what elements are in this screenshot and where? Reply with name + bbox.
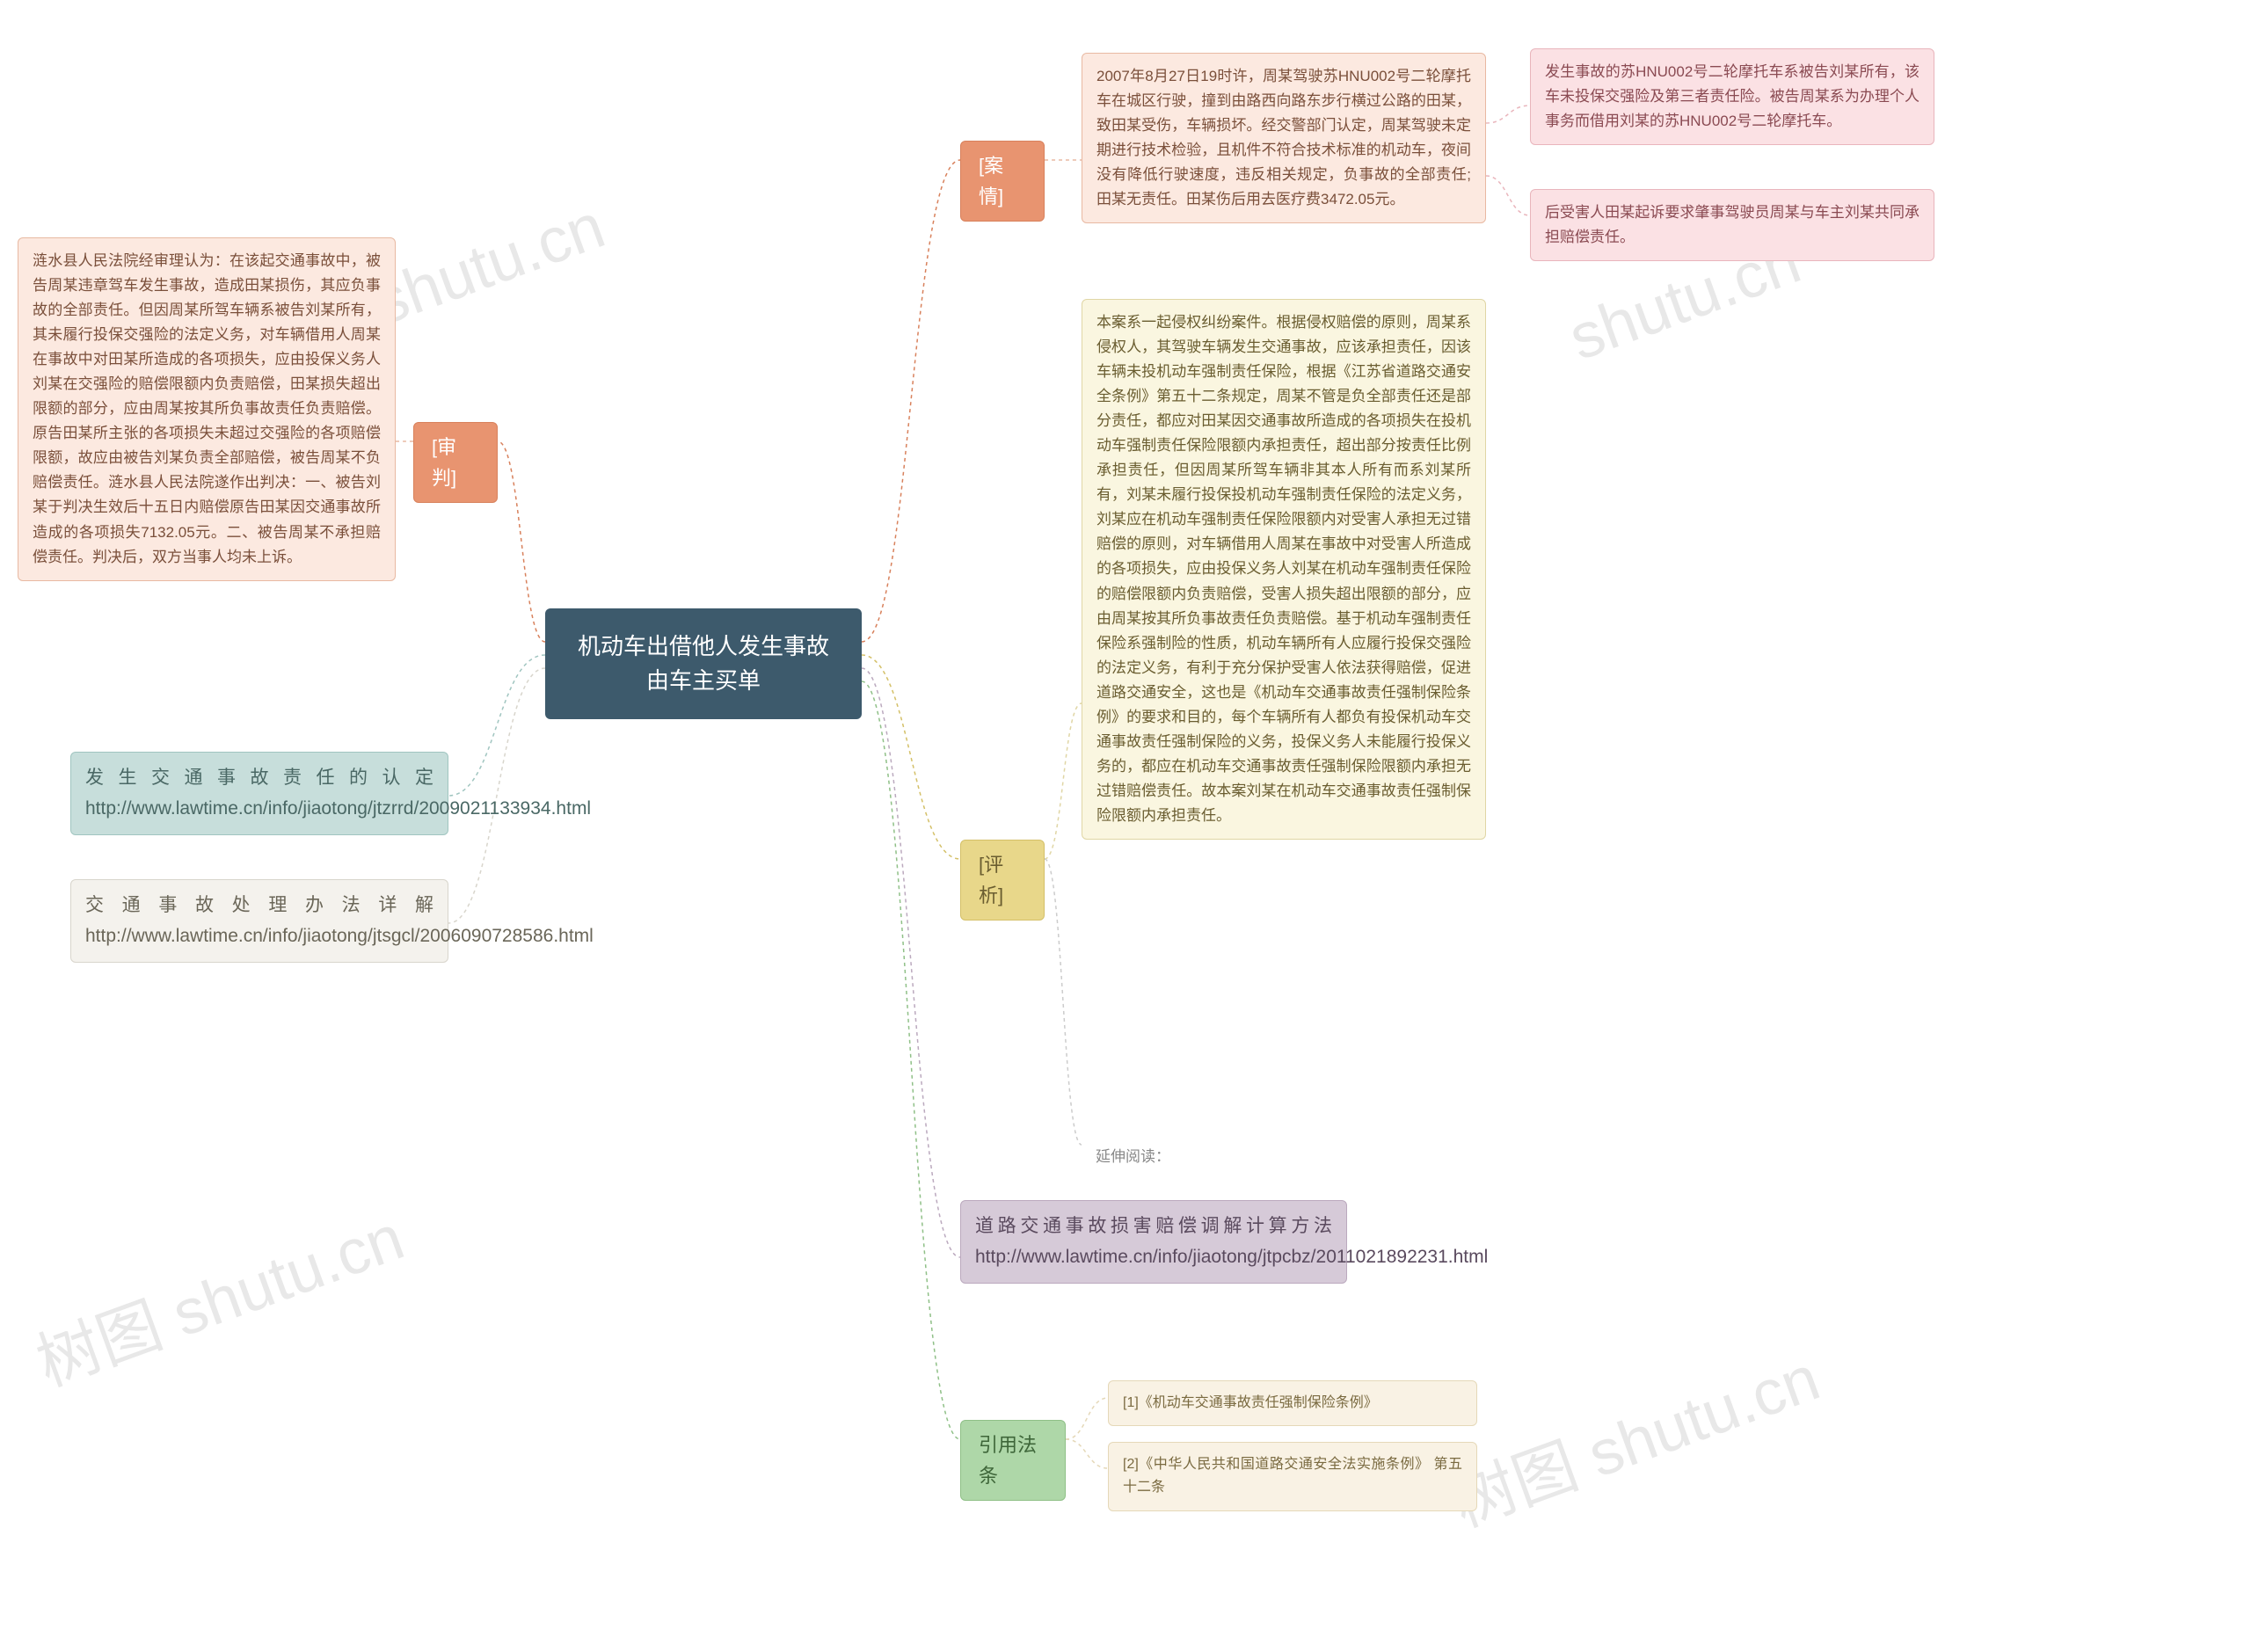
anqing-text: 2007年8月27日19时许，周某驾驶苏HNU002号二轮摩托车在城区行驶，撞到… <box>1082 53 1486 223</box>
law-ref-2: [2]《中华人民共和国道路交通安全法实施条例》 第五十二条 <box>1108 1442 1477 1511</box>
link-jtsgcl[interactable]: 交通事故处理办法详解http://www.lawtime.cn/info/jia… <box>70 879 448 963</box>
root-node[interactable]: 机动车出借他人发生事故 由车主买单 <box>545 608 862 719</box>
anqing-detail-1: 发生事故的苏HNU002号二轮摩托车系被告刘某所有，该车未投保交强险及第三者责任… <box>1530 48 1934 145</box>
watermark: shutu.cn <box>364 190 614 339</box>
law-ref-1: [1]《机动车交通事故责任强制保险条例》 <box>1108 1380 1477 1426</box>
link-jtpcbz[interactable]: 道路交通事故损害赔偿调解计算方法http://www.lawtime.cn/in… <box>960 1200 1347 1284</box>
watermark: 树图 shutu.cn <box>1438 1327 1830 1545</box>
shenpan-text: 涟水县人民法院经审理认为：在该起交通事故中，被告周某违章驾车发生事故，造成田某损… <box>18 237 396 581</box>
yanshen-label: 延伸阅读： <box>1082 1134 1257 1179</box>
pingxi-label[interactable]: [评析] <box>960 840 1045 921</box>
root-title-line1: 机动车出借他人发生事故 <box>570 630 837 664</box>
watermark: 树图 shutu.cn <box>22 1186 414 1404</box>
yinyong-label[interactable]: 引用法条 <box>960 1420 1066 1501</box>
anqing-label[interactable]: [案情] <box>960 141 1045 222</box>
shenpan-label[interactable]: [审判] <box>413 422 498 503</box>
pingxi-text: 本案系一起侵权纠纷案件。根据侵权赔偿的原则，周某系侵权人，其驾驶车辆发生交通事故… <box>1082 299 1486 840</box>
anqing-detail-2: 后受害人田某起诉要求肇事驾驶员周某与车主刘某共同承担赔偿责任。 <box>1530 189 1934 261</box>
root-title-line2: 由车主买单 <box>570 664 837 698</box>
link-zrrd[interactable]: 发生交通事故责任的认定http://www.lawtime.cn/info/ji… <box>70 752 448 835</box>
